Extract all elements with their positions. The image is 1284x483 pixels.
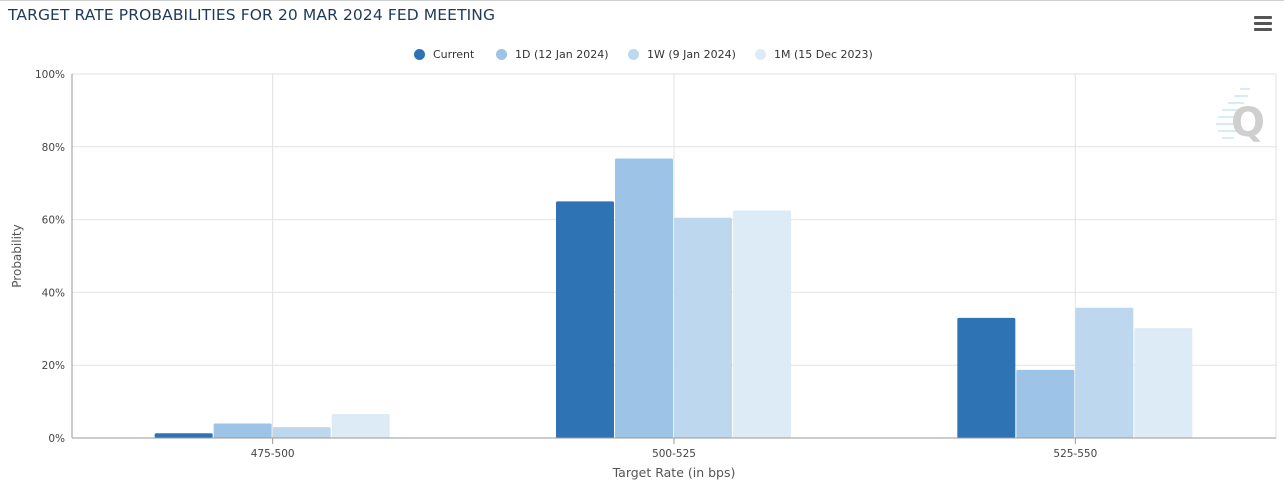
bar[interactable] — [213, 423, 272, 438]
legend-dot-icon — [628, 48, 639, 60]
bar[interactable] — [1075, 307, 1134, 438]
bar[interactable] — [1016, 369, 1075, 438]
top-border — [0, 0, 1284, 1]
x-tick-label: 475-500 — [251, 448, 295, 460]
x-axis-title: Target Rate (in bps) — [612, 465, 736, 480]
q-logo-icon: Q — [1216, 88, 1265, 146]
bar[interactable] — [957, 317, 1016, 438]
legend: Current 1D (12 Jan 2024) 1W (9 Jan 2024)… — [0, 44, 1284, 64]
legend-label: 1W (9 Jan 2024) — [647, 47, 736, 61]
bar[interactable] — [556, 201, 614, 438]
bar[interactable] — [733, 210, 791, 439]
legend-item-1d[interactable]: 1D (12 Jan 2024) — [496, 44, 609, 64]
y-tick-label: 100% — [35, 69, 65, 81]
bar[interactable] — [331, 413, 390, 438]
bar[interactable] — [272, 427, 331, 438]
y-tick-label: 20% — [42, 360, 65, 372]
legend-dot-icon — [414, 48, 425, 60]
y-tick-label: 80% — [42, 142, 65, 154]
y-tick-label: 60% — [42, 215, 65, 227]
bar[interactable] — [674, 217, 732, 438]
bar[interactable] — [1134, 328, 1193, 438]
legend-item-1m[interactable]: 1M (15 Dec 2023) — [755, 44, 873, 64]
bar[interactable] — [154, 433, 213, 438]
legend-dot-icon — [755, 48, 766, 60]
x-tick-label: 500-525 — [652, 448, 696, 460]
legend-label: 1M (15 Dec 2023) — [774, 47, 873, 61]
watermark-letter: Q — [1231, 100, 1265, 146]
y-tick-label: 0% — [48, 433, 65, 445]
hamburger-menu-icon[interactable] — [1254, 16, 1272, 32]
axes: 0% 20% 40% 60% 80% 100% 475-500 500-525 525-550 T… — [10, 69, 1276, 480]
x-tick-label: 525-550 — [1053, 448, 1097, 460]
legend-item-1w[interactable]: 1W (9 Jan 2024) — [628, 44, 736, 64]
chart-title: TARGET RATE PROBABILITIES FOR 20 MAR 202… — [8, 6, 496, 24]
bars — [154, 158, 1193, 439]
y-axis-title: Probability — [10, 224, 24, 287]
legend-item-current[interactable]: Current — [414, 44, 474, 64]
y-tick-label: 40% — [42, 287, 65, 299]
bar[interactable] — [615, 158, 673, 438]
legend-label: Current — [433, 47, 475, 61]
legend-dot-icon — [496, 48, 507, 60]
legend-label: 1D (12 Jan 2024) — [515, 47, 609, 61]
